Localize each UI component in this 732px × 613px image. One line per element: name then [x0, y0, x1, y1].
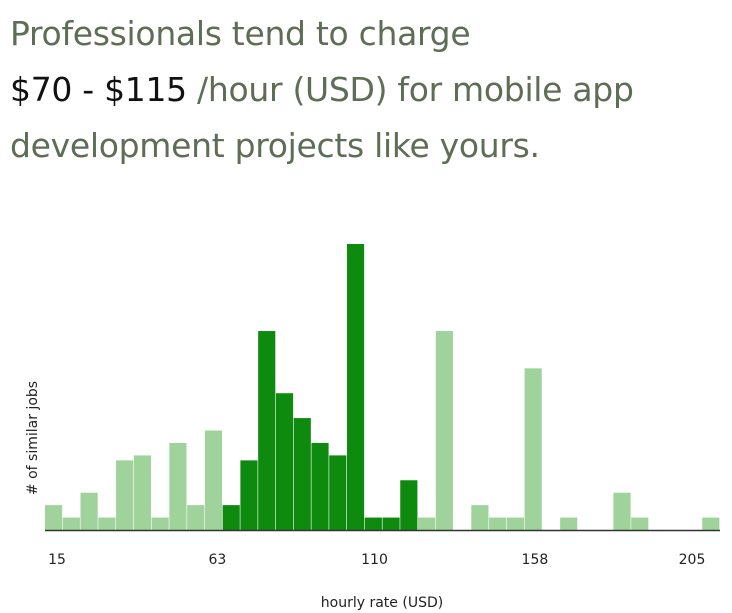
- headline-line-1: Professionals tend to charge: [10, 14, 471, 53]
- histogram-bar: [62, 517, 80, 530]
- headline-line-2-rest: /hour (USD) for mobile app: [186, 70, 634, 109]
- y-axis-title: # of similar jobs: [25, 381, 41, 495]
- histogram-bar: [631, 517, 649, 530]
- histogram-bar: [258, 331, 276, 530]
- x-tick-label: 63: [209, 552, 227, 568]
- histogram-bar: [364, 517, 382, 530]
- histogram-bar: [346, 244, 365, 530]
- histogram-bar: [471, 505, 489, 530]
- x-tick-label: 110: [361, 552, 388, 568]
- histogram-bar: [169, 442, 187, 530]
- headline-line-2: $70 - $115 /hour (USD) for mobile app: [10, 62, 725, 118]
- x-axis-ticks: 15 63 110 158 205: [48, 552, 705, 568]
- histogram-bar: [613, 492, 631, 530]
- histogram-bar: [187, 505, 205, 530]
- histogram-bar: [311, 442, 329, 530]
- x-axis-title: hourly rate (USD): [321, 595, 443, 611]
- histogram-bar: [98, 517, 116, 530]
- x-tick-label: 158: [522, 552, 549, 568]
- histogram-bar: [204, 430, 223, 530]
- histogram-bar: [275, 393, 294, 530]
- histogram-bar: [151, 517, 169, 530]
- histogram-bar: [293, 418, 311, 530]
- histogram-bar: [45, 505, 63, 530]
- x-tick-label: 15: [48, 552, 66, 568]
- headline: Professionals tend to charge $70 - $115 …: [10, 6, 725, 174]
- histogram-bar: [80, 492, 98, 530]
- headline-line-3: development projects like yours.: [10, 126, 540, 165]
- histogram-bar: [382, 517, 400, 530]
- x-tick-label: 205: [679, 552, 706, 568]
- histogram-bar: [560, 517, 578, 530]
- histogram-bar: [506, 517, 525, 530]
- histogram-bar: [116, 460, 134, 530]
- histogram-bar: [702, 517, 720, 530]
- histogram-bar: [222, 505, 240, 530]
- histogram-bar: [133, 455, 151, 530]
- histogram-bar: [418, 517, 436, 530]
- histogram-bars: [45, 244, 720, 530]
- histogram-bar: [400, 480, 418, 530]
- rate-range: $70 - $115: [10, 70, 187, 109]
- histogram-bar: [240, 460, 258, 530]
- histogram-bar: [524, 368, 542, 530]
- histogram-bar: [329, 455, 347, 530]
- histogram-bar: [435, 331, 453, 530]
- histogram-bar: [489, 517, 507, 530]
